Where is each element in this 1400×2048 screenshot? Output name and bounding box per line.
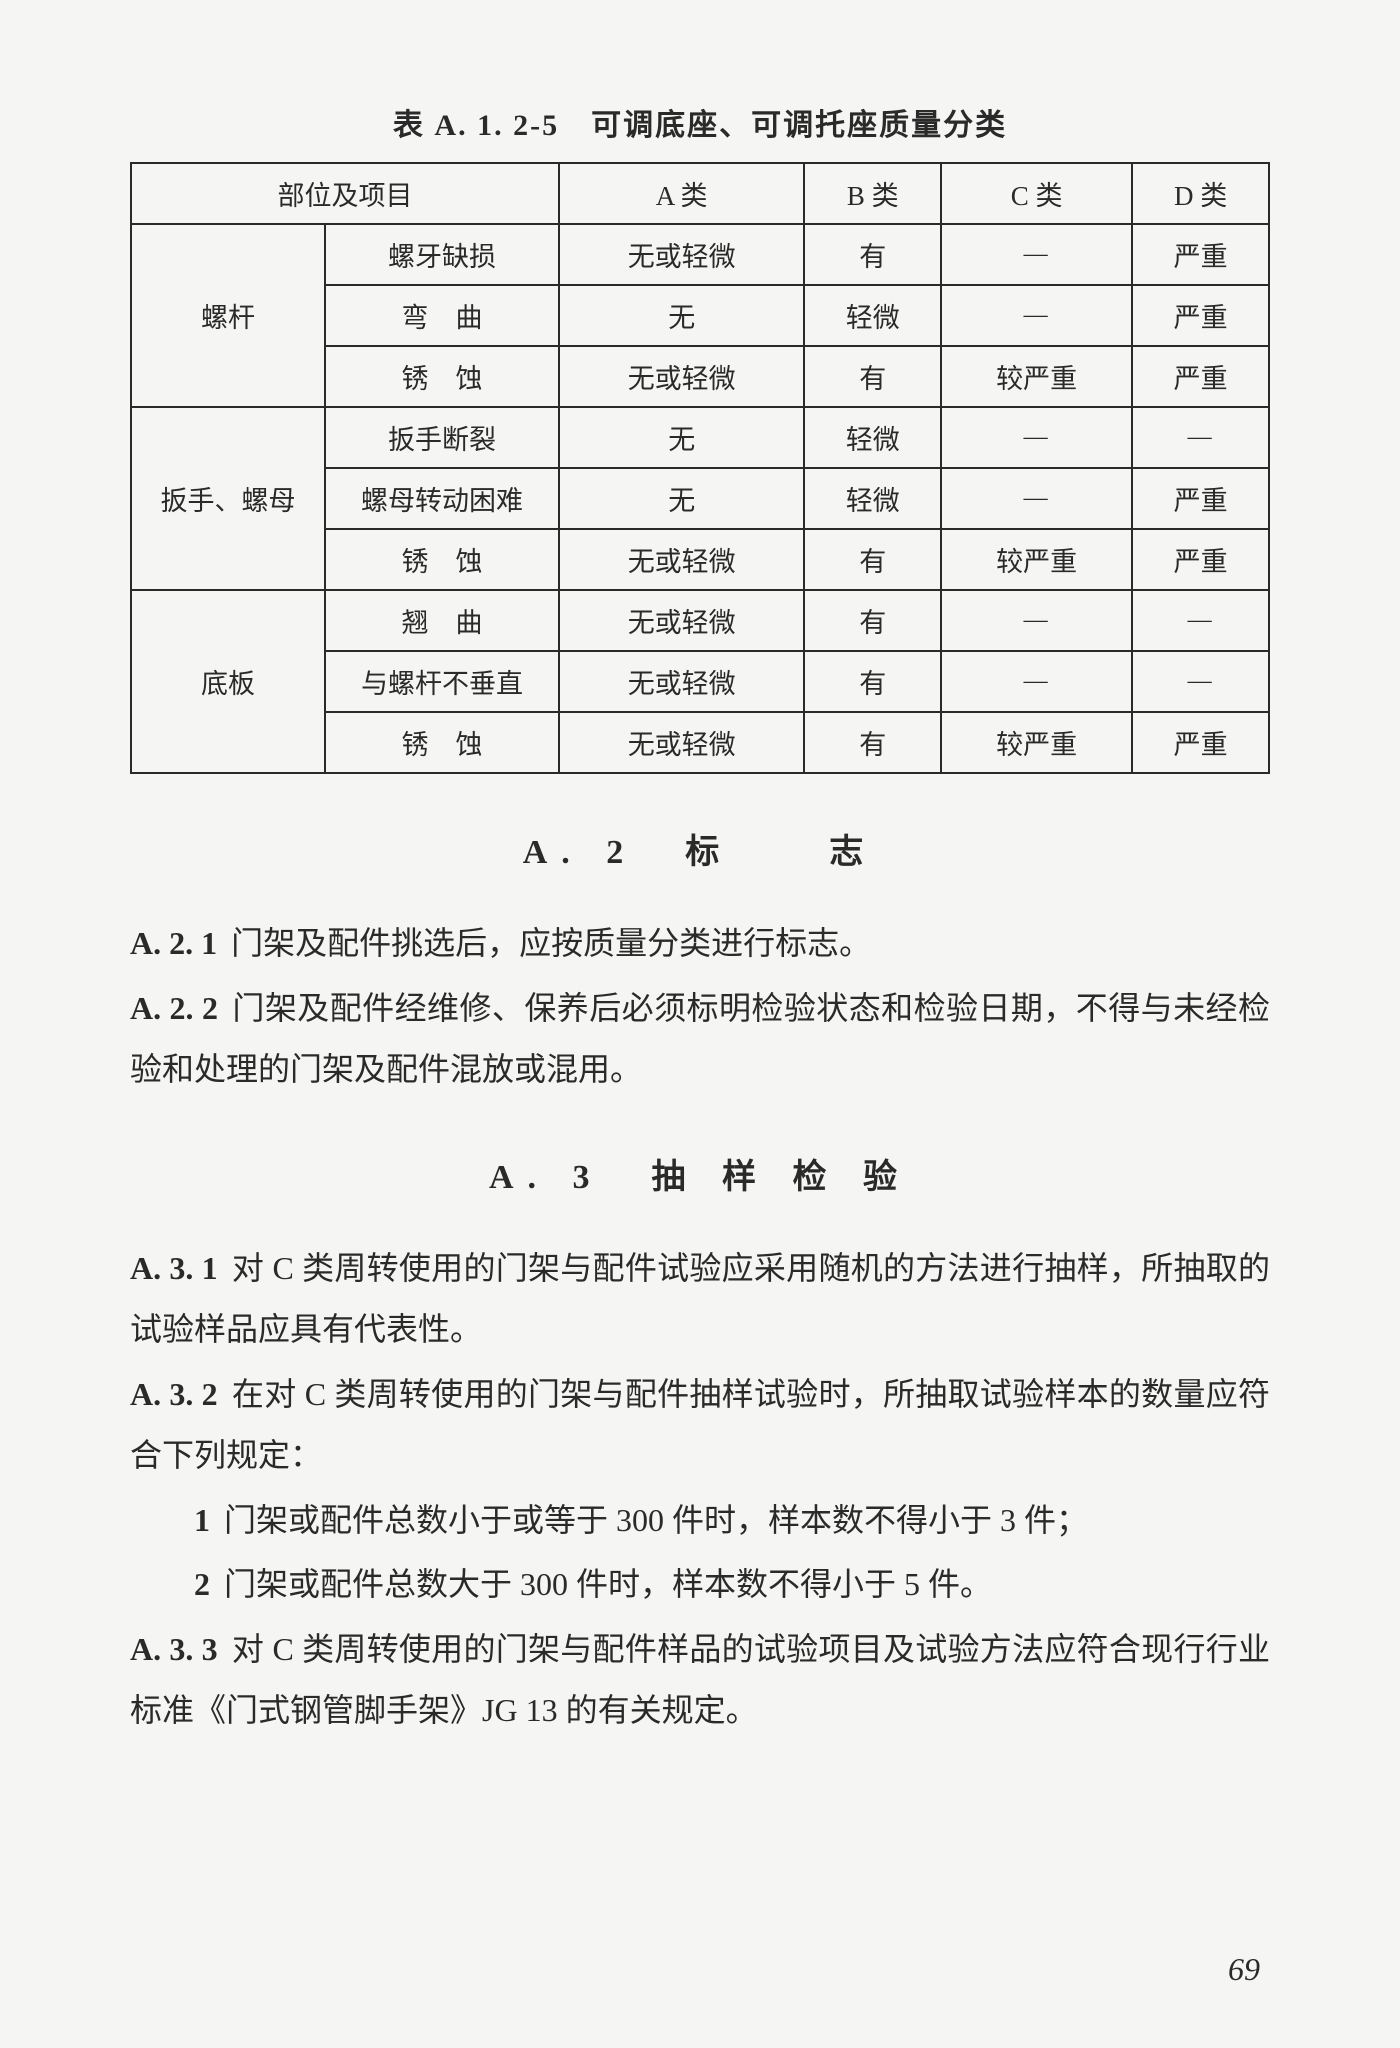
para-a31: A. 3. 1对 C 类周转使用的门架与配件试验应采用随机的方法进行抽样，所抽取… — [130, 1238, 1270, 1360]
value-cell: 有 — [804, 224, 941, 285]
item-cell: 锈 蚀 — [325, 712, 559, 773]
value-cell: 无或轻微 — [559, 529, 804, 590]
quality-classification-table: 部位及项目 A 类 B 类 C 类 D 类 螺杆螺牙缺损无或轻微有—严重弯 曲无… — [130, 162, 1270, 774]
table-row: 底板翘 曲无或轻微有—— — [131, 590, 1269, 651]
sub-num: 1 — [194, 1502, 210, 1538]
item-cell: 螺母转动困难 — [325, 468, 559, 529]
item-cell: 弯 曲 — [325, 285, 559, 346]
col-header-b: B 类 — [804, 163, 941, 224]
section-a3-title: A. 3 抽 样 检 验 — [130, 1149, 1270, 1198]
value-cell: — — [941, 651, 1132, 712]
page-number: 69 — [1228, 1951, 1260, 1988]
group-cell: 扳手、螺母 — [131, 407, 325, 590]
para-text: 门架及配件经维修、保养后必须标明检验状态和检验日期，不得与未经检验和处理的门架及… — [130, 990, 1270, 1087]
para-text: 在对 C 类周转使用的门架与配件抽样试验时，所抽取试验样本的数量应符合下列规定： — [130, 1376, 1270, 1473]
value-cell: 严重 — [1132, 285, 1269, 346]
value-cell: — — [1132, 590, 1269, 651]
para-label: A. 2. 2 — [130, 990, 218, 1026]
value-cell: — — [941, 590, 1132, 651]
para-a21: A. 2. 1 门架及配件挑选后，应按质量分类进行标志。 — [130, 913, 1270, 974]
value-cell: 有 — [804, 346, 941, 407]
group-cell: 底板 — [131, 590, 325, 773]
value-cell: 严重 — [1132, 224, 1269, 285]
para-a22: A. 2. 2门架及配件经维修、保养后必须标明检验状态和检验日期，不得与未经检验… — [130, 978, 1270, 1100]
table-row: 扳手、螺母扳手断裂无轻微—— — [131, 407, 1269, 468]
table-header-row: 部位及项目 A 类 B 类 C 类 D 类 — [131, 163, 1269, 224]
para-text: 门架及配件挑选后，应按质量分类进行标志。 — [231, 925, 871, 961]
sub-text: 门架或配件总数大于 300 件时，样本数不得小于 5 件。 — [224, 1566, 992, 1602]
value-cell: 有 — [804, 590, 941, 651]
item-cell: 翘 曲 — [325, 590, 559, 651]
col-header-a: A 类 — [559, 163, 804, 224]
value-cell: 有 — [804, 651, 941, 712]
value-cell: 有 — [804, 712, 941, 773]
item-cell: 扳手断裂 — [325, 407, 559, 468]
value-cell: 无或轻微 — [559, 590, 804, 651]
table-row: 螺杆螺牙缺损无或轻微有—严重 — [131, 224, 1269, 285]
para-text: 对 C 类周转使用的门架与配件样品的试验项目及试验方法应符合现行行业标准《门式钢… — [130, 1631, 1270, 1728]
col-header-d: D 类 — [1132, 163, 1269, 224]
item-cell: 螺牙缺损 — [325, 224, 559, 285]
value-cell: 严重 — [1132, 468, 1269, 529]
value-cell: 严重 — [1132, 346, 1269, 407]
value-cell: — — [1132, 407, 1269, 468]
item-cell: 锈 蚀 — [325, 529, 559, 590]
value-cell: 严重 — [1132, 712, 1269, 773]
value-cell: 轻微 — [804, 407, 941, 468]
value-cell: 无或轻微 — [559, 224, 804, 285]
para-text: 对 C 类周转使用的门架与配件试验应采用随机的方法进行抽样，所抽取的试验样品应具… — [130, 1250, 1270, 1347]
value-cell: 轻微 — [804, 468, 941, 529]
value-cell: — — [941, 468, 1132, 529]
value-cell: — — [1132, 651, 1269, 712]
para-label: A. 2. 1 — [130, 925, 217, 961]
para-label: A. 3. 1 — [130, 1250, 218, 1286]
value-cell: 无 — [559, 468, 804, 529]
value-cell: — — [941, 224, 1132, 285]
item-cell: 与螺杆不垂直 — [325, 651, 559, 712]
item-cell: 锈 蚀 — [325, 346, 559, 407]
value-cell: 较严重 — [941, 712, 1132, 773]
value-cell: — — [941, 407, 1132, 468]
value-cell: — — [941, 285, 1132, 346]
para-label: A. 3. 3 — [130, 1631, 218, 1667]
sub-text: 门架或配件总数小于或等于 300 件时，样本数不得小于 3 件； — [224, 1502, 1088, 1538]
group-cell: 螺杆 — [131, 224, 325, 407]
para-a33: A. 3. 3对 C 类周转使用的门架与配件样品的试验项目及试验方法应符合现行行… — [130, 1619, 1270, 1741]
table-title: 表 A. 1. 2-5 可调底座、可调托座质量分类 — [130, 100, 1270, 144]
col-header-part: 部位及项目 — [131, 163, 559, 224]
col-header-c: C 类 — [941, 163, 1132, 224]
para-label: A. 3. 2 — [130, 1376, 218, 1412]
value-cell: 无 — [559, 285, 804, 346]
section-a2-title: A. 2 标 志 — [130, 824, 1270, 873]
value-cell: 严重 — [1132, 529, 1269, 590]
para-a32-sub2: 2 门架或配件总数大于 300 件时，样本数不得小于 5 件。 — [130, 1554, 1270, 1615]
value-cell: 轻微 — [804, 285, 941, 346]
document-page: 表 A. 1. 2-5 可调底座、可调托座质量分类 部位及项目 A 类 B 类 … — [0, 0, 1400, 2048]
para-a32: A. 3. 2在对 C 类周转使用的门架与配件抽样试验时，所抽取试验样本的数量应… — [130, 1364, 1270, 1486]
value-cell: 无或轻微 — [559, 651, 804, 712]
value-cell: 有 — [804, 529, 941, 590]
value-cell: 无或轻微 — [559, 346, 804, 407]
value-cell: 较严重 — [941, 346, 1132, 407]
para-a32-sub1: 1 门架或配件总数小于或等于 300 件时，样本数不得小于 3 件； — [130, 1490, 1270, 1551]
value-cell: 无或轻微 — [559, 712, 804, 773]
value-cell: 无 — [559, 407, 804, 468]
value-cell: 较严重 — [941, 529, 1132, 590]
sub-num: 2 — [194, 1566, 210, 1602]
